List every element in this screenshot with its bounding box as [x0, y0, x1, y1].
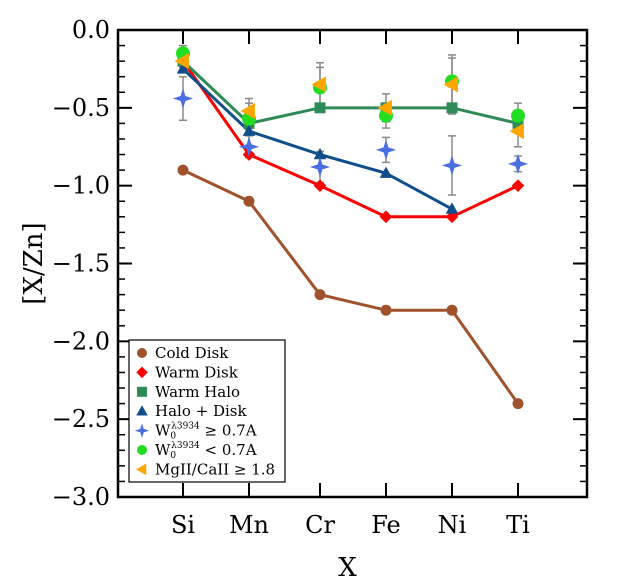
y-tick-label: 0.0	[72, 16, 110, 44]
data-point	[512, 398, 524, 410]
data-point	[380, 304, 392, 316]
data-point	[379, 210, 393, 224]
legend-label: Warm Halo	[155, 383, 240, 401]
y-tick-label: −0.5	[52, 94, 110, 122]
x-axis-label: X	[338, 553, 357, 580]
legend-marker	[136, 366, 148, 379]
y-tick-label: −1.5	[52, 250, 110, 278]
y-tick-label: −2.5	[52, 405, 110, 433]
data-point	[314, 102, 326, 114]
data-point	[240, 102, 255, 119]
x-tick-label: Fe	[371, 511, 401, 539]
data-point	[443, 76, 458, 93]
data-point	[314, 289, 326, 301]
legend-label: W0λ3934 ≥ 0.7A	[155, 422, 257, 442]
data-point	[311, 76, 326, 93]
data-point	[507, 153, 529, 175]
data-point	[446, 304, 458, 316]
y-tick-label: −3.0	[52, 483, 110, 511]
x-tick-label: Mn	[229, 511, 269, 539]
data-point	[446, 102, 458, 114]
data-point	[172, 88, 194, 109]
legend-label: Warm Disk	[155, 363, 239, 381]
data-point	[375, 139, 397, 161]
x-tick-label: Si	[171, 511, 195, 539]
series-line	[181, 60, 519, 126]
legend-label: Halo + Disk	[155, 402, 247, 420]
y-tick-label: −1.0	[52, 172, 110, 200]
x-tick-label: Cr	[305, 511, 335, 539]
legend-marker	[137, 445, 147, 455]
legend-marker	[134, 423, 150, 438]
data-point	[176, 62, 190, 74]
series-line	[182, 168, 520, 405]
data-point	[242, 124, 256, 136]
legend-marker	[137, 386, 147, 397]
legend-label: Cold Disk	[155, 344, 229, 362]
data-point	[512, 117, 524, 129]
legend-marker	[136, 405, 148, 416]
data-point	[379, 166, 393, 178]
data-point	[238, 136, 260, 157]
data-point	[377, 99, 392, 116]
legend-marker	[137, 348, 147, 358]
legend-box	[128, 339, 286, 483]
data-point	[445, 202, 459, 214]
legend-label: W0λ3934 < 0.7A	[155, 441, 257, 461]
data-point	[509, 123, 524, 140]
data-point	[511, 108, 525, 123]
data-point	[441, 155, 463, 176]
legend-marker	[136, 463, 147, 476]
data-point	[309, 156, 331, 178]
x-tick-label: Ni	[438, 511, 467, 539]
data-point	[313, 147, 327, 160]
data-point	[243, 195, 255, 207]
data-point	[511, 179, 525, 192]
x-tick-label: Ti	[506, 511, 530, 539]
data-point	[174, 53, 189, 70]
series-line	[181, 60, 519, 219]
data-point	[177, 164, 189, 176]
legend-label: MgII/CaII ≥ 1.8	[155, 460, 275, 478]
y-tick-label: −2.0	[52, 327, 110, 355]
data-point	[313, 179, 327, 192]
y-axis-label: [X/Zn]	[19, 222, 49, 304]
